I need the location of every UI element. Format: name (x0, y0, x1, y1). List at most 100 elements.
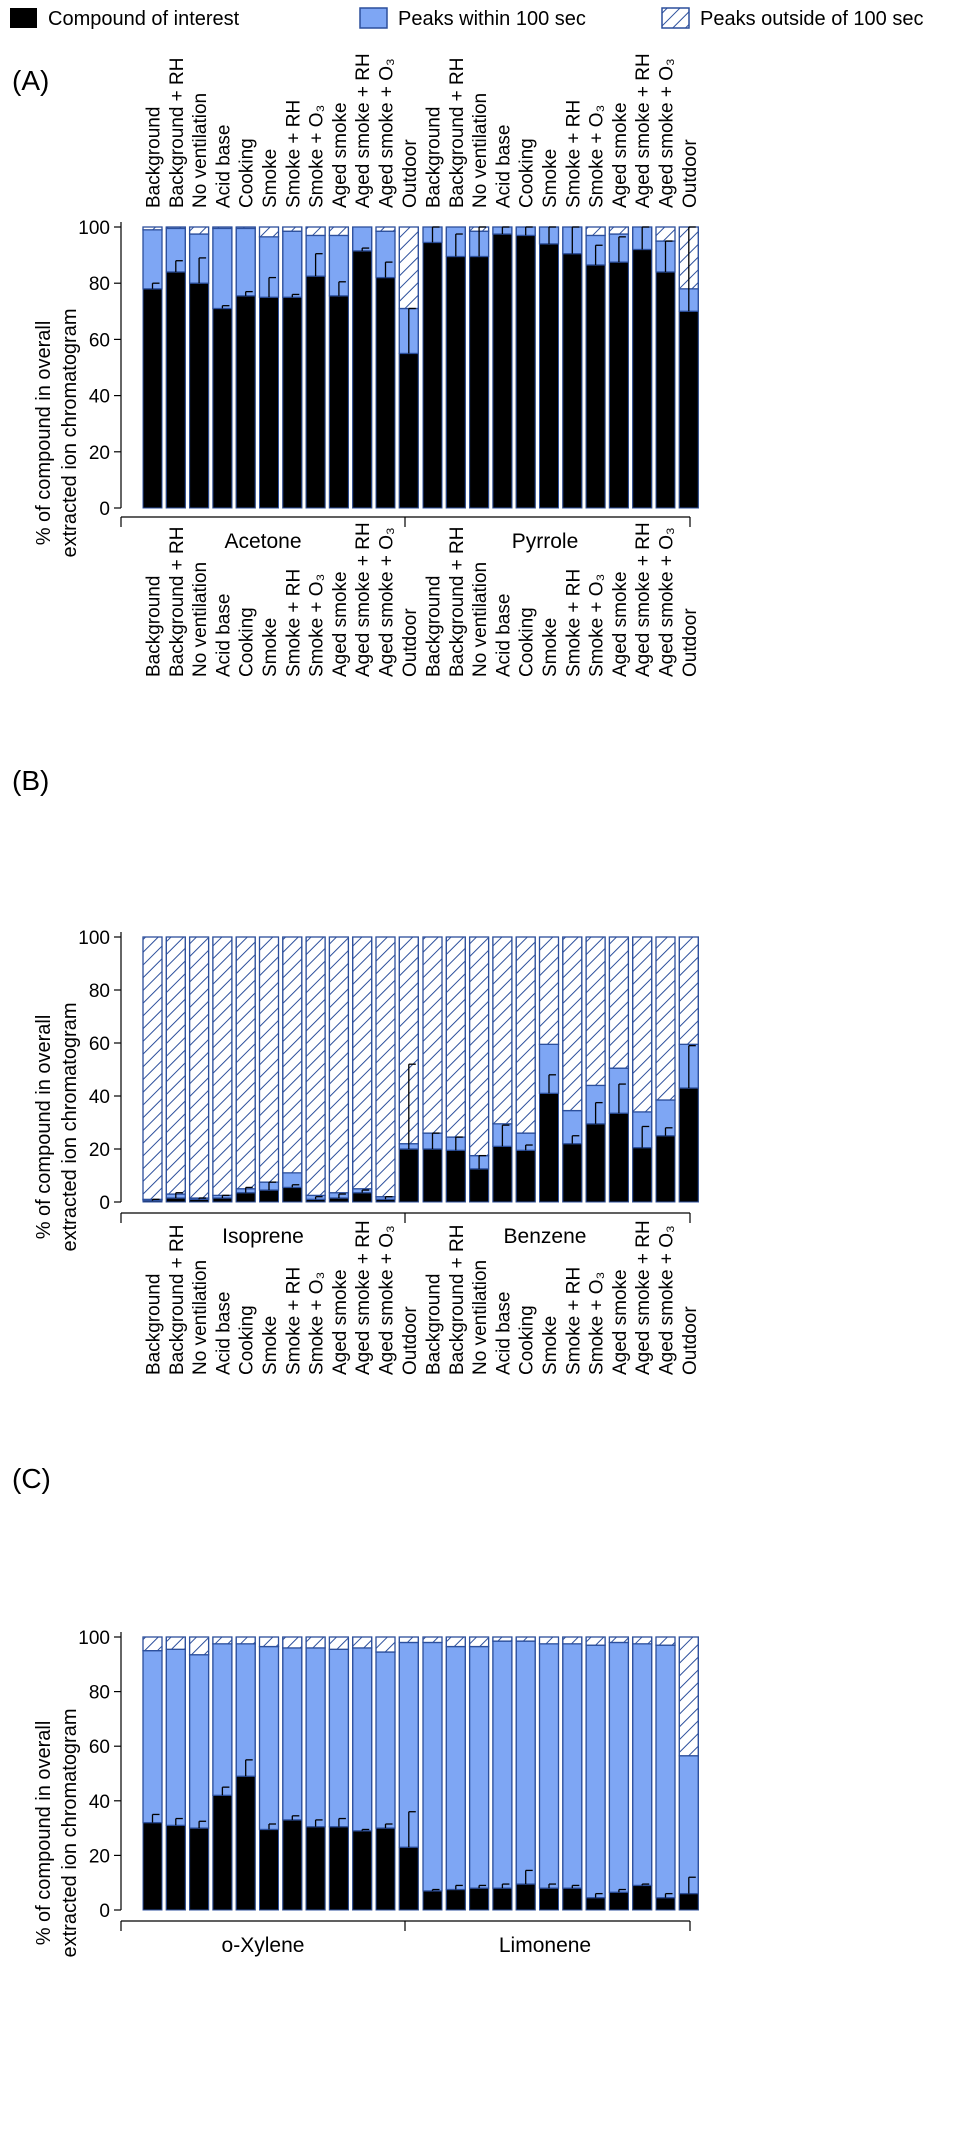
limonene-bar-outline (422, 1636, 443, 1911)
benzene-bar-outline (469, 936, 490, 1203)
acetone-bar-outside (375, 226, 396, 232)
condition-label: Smoke + O₃ (307, 1272, 328, 1375)
benzene-bar-compound (445, 1149, 466, 1203)
isoprene-bar-outline (352, 936, 373, 1203)
o-xylene-bar-within (305, 1647, 326, 1828)
benzene-bar-compound (422, 1148, 443, 1203)
limonene-bar-outline (469, 1636, 490, 1911)
o-xylene-bar-outline (352, 1636, 373, 1911)
condition-label: Outdoor (680, 608, 701, 677)
condition-label: Smoke (260, 618, 281, 677)
acetone-bar-outline (165, 226, 186, 509)
limonene-bar-compound (585, 1897, 606, 1911)
condition-label: Smoke + O₃ (587, 1272, 608, 1375)
isoprene-bar-outline (259, 936, 279, 1203)
pyrrole-bar-compound (608, 261, 629, 509)
acetone-bar-outline (142, 226, 163, 509)
condition-label: Smoke + RH (283, 1267, 304, 1375)
acetone-bar-outside (328, 226, 350, 237)
benzene-bar-outside (562, 936, 583, 1112)
y-axis-title-c: % of compound in overall extracted ion c… (33, 1708, 81, 1957)
acetone-bar-outside (188, 226, 210, 235)
o-xylene-group-label: o-Xylene (222, 1934, 305, 1957)
condition-label: Cooking (237, 138, 258, 208)
acetone-group-label: Acetone (224, 530, 301, 553)
isoprene-bar-outline (165, 936, 186, 1203)
legend: Compound of interest Peaks within 100 se… (10, 7, 923, 30)
benzene-bar-outside (608, 936, 630, 1069)
acetone-bar-outline (305, 226, 326, 509)
row-3-y-tick-label: 20 (89, 1846, 110, 1867)
legend-label-within: Peaks within 100 sec (398, 8, 586, 30)
o-xylene-bar-compound (305, 1826, 326, 1911)
acetone-bar-outline (375, 226, 396, 509)
isoprene-bar-outside (258, 936, 280, 1183)
limonene-bar-compound (492, 1887, 513, 1911)
o-xylene-bar-outline (259, 1636, 279, 1911)
pyrrole-bar-compound (445, 256, 466, 509)
acetone-bar-outside (398, 226, 419, 310)
o-xylene-bar-outside (352, 1636, 373, 1649)
o-xylene-bar-outline (375, 1636, 396, 1911)
row-3-y-tick-label: 40 (89, 1792, 110, 1813)
o-xylene-bar-within (375, 1651, 396, 1829)
isoprene-bar-outside (352, 936, 373, 1190)
acetone-bar-compound (328, 295, 349, 509)
condition-label: No ventilation (190, 562, 211, 677)
limonene-bar-outline (445, 1636, 466, 1911)
pyrrole-bar-outline (608, 226, 629, 509)
limonene-bar-within (632, 1643, 653, 1887)
o-xylene-bar-outline (282, 1636, 303, 1911)
benzene-bar-compound (655, 1135, 676, 1203)
condition-label: Aged smoke + O₃ (377, 58, 398, 208)
condition-label: Aged smoke + RH (633, 522, 654, 677)
limonene-bar-outside (538, 1636, 560, 1645)
o-xylene-bar-outside (258, 1636, 280, 1648)
benzene-bar-outside (585, 936, 606, 1087)
isoprene-bar-compound (259, 1189, 279, 1203)
isoprene-bar-outside (305, 936, 326, 1197)
condition-label: Smoke + RH (283, 100, 304, 208)
condition-label: Background (144, 107, 165, 208)
pyrrole-bar-outside (608, 226, 630, 235)
limonene-bar-outside (515, 1636, 536, 1642)
isoprene-bar-outline (305, 936, 326, 1203)
condition-label: Smoke + O₃ (587, 574, 608, 677)
acetone-bar-within (282, 230, 303, 298)
condition-label: Smoke + RH (283, 569, 304, 677)
limonene-bar-outside (445, 1636, 466, 1648)
condition-label: Outdoor (680, 139, 701, 208)
o-xylene-bar-compound (375, 1827, 396, 1911)
benzene-bar-compound (515, 1149, 536, 1203)
condition-label: Aged smoke + RH (353, 1220, 374, 1375)
limonene-bar-within (515, 1640, 536, 1885)
row-2-y-tick-label: 100 (78, 928, 110, 949)
o-xylene-bar-outside (328, 1636, 350, 1650)
isoprene-bar-outside (328, 936, 350, 1194)
row-1-y-tick-label: 0 (99, 499, 110, 520)
acetone-bar-outside (258, 226, 280, 238)
o-xylene-bar-outside (375, 1636, 396, 1653)
limonene-bar-outside (492, 1636, 513, 1642)
benzene-bar-compound (562, 1143, 583, 1203)
pyrrole-bar-compound (632, 248, 653, 509)
limonene-group-label: Limonene (499, 1934, 591, 1957)
condition-label: Cooking (517, 138, 538, 208)
condition-label: Smoke (540, 618, 561, 677)
limonene-bar-outside (422, 1636, 443, 1644)
limonene-bar-outline (632, 1636, 653, 1911)
legend-swatch-compound (10, 8, 37, 28)
y-axis-title-b: % of compound in overall extracted ion c… (33, 1002, 81, 1251)
row-1-y-tick-label: 80 (89, 274, 110, 295)
acetone-bar-within (142, 229, 163, 290)
legend-swatch-within (359, 7, 388, 29)
benzene-bar-outline (422, 936, 443, 1203)
benzene-bar-compound (678, 1087, 699, 1203)
condition-label: Aged smoke + O₃ (657, 527, 678, 677)
condition-label: Cooking (517, 1305, 538, 1375)
condition-label: Cooking (517, 607, 538, 677)
acetone-bar-compound (282, 296, 303, 509)
condition-label: Acid base (213, 125, 234, 208)
limonene-bar-compound (655, 1897, 676, 1911)
limonene-bar-compound (608, 1891, 629, 1911)
